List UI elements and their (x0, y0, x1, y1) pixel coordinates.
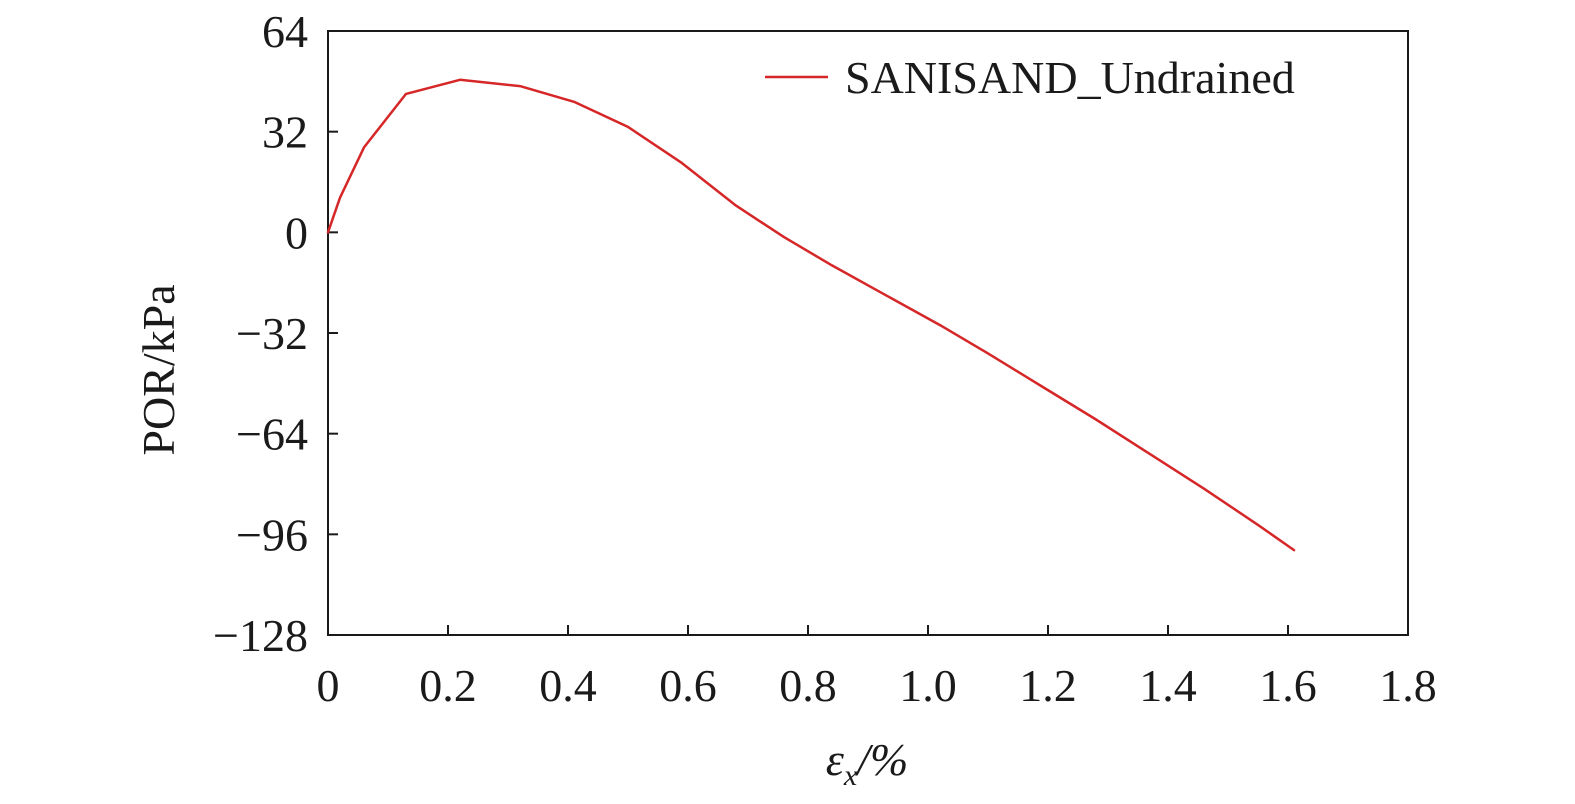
x-axis-label-subscript: x (843, 759, 858, 792)
y-tick-label: 64 (262, 6, 308, 57)
plot-frame (327, 30, 1409, 636)
plot-border (327, 30, 1409, 636)
x-axis-label: εx/% (826, 734, 909, 792)
x-axis-ticks: 0 0.2 0.4 0.6 0.8 1.0 1.2 1.4 1.6 1.8 (317, 625, 1437, 711)
y-tick-label: −64 (236, 409, 308, 460)
y-tick-label: 0 (285, 207, 308, 258)
y-axis-ticks: 64 32 0 −32 −64 −96 −128 (213, 6, 338, 661)
x-tick-label: 1.0 (899, 660, 957, 711)
x-tick-label: 0.4 (539, 660, 597, 711)
x-tick-label: 0.2 (419, 660, 477, 711)
y-tick-label: 32 (262, 107, 308, 158)
x-tick-label: 0 (317, 660, 340, 711)
x-tick-label: 1.4 (1139, 660, 1197, 711)
x-axis-label-suffix: /% (854, 734, 908, 785)
x-tick-label: 0.6 (659, 660, 717, 711)
x-axis-label-main: ε (826, 734, 845, 785)
x-tick-label: 1.2 (1019, 660, 1077, 711)
x-tick-label: 1.6 (1259, 660, 1317, 711)
legend-label: SANISAND_Undrained (845, 52, 1295, 103)
x-tick-label: 1.8 (1379, 660, 1437, 711)
y-tick-label: −128 (213, 610, 308, 661)
legend: SANISAND_Undrained (765, 52, 1295, 103)
y-axis-label: POR/kPa (133, 284, 184, 455)
y-tick-label: −32 (236, 308, 308, 359)
series-layer (326, 78, 1296, 552)
y-tick-label: −96 (236, 509, 308, 560)
series-line-1 (326, 78, 1296, 552)
x-tick-label: 0.8 (779, 660, 837, 711)
